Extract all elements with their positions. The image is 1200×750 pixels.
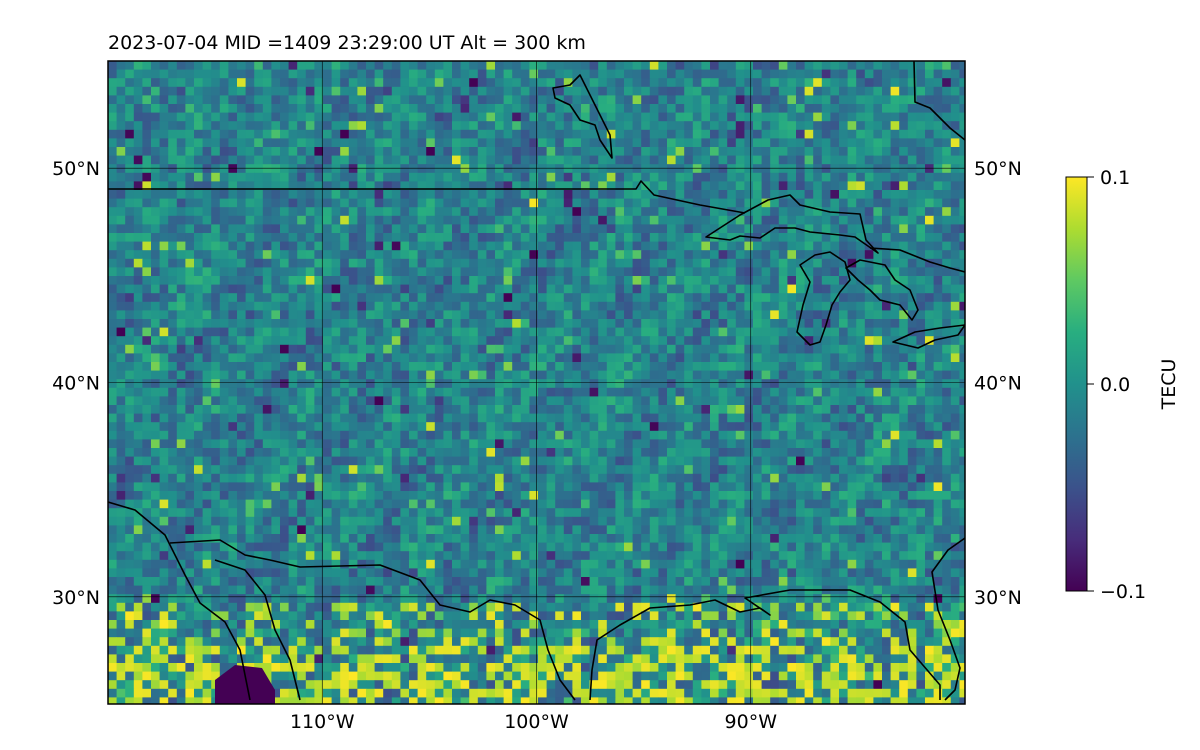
map-title: 2023-07-04 MID =1409 23:29:00 UT Alt = 3… [108, 32, 586, 54]
us-mexico-border [169, 539, 576, 701]
colorbar-ticks: 0.1 0.0 −0.1 [1087, 167, 1146, 603]
pacific-coast [108, 501, 251, 701]
us-canada-border [108, 180, 746, 214]
gridlines [108, 61, 965, 704]
colorbar-tick-label: 0.1 [1100, 167, 1130, 189]
colorbar-label: TECU [1158, 359, 1180, 411]
colorbar-tick-label: −0.1 [1100, 581, 1146, 603]
coastlines [108, 61, 965, 701]
latitude-label-left: 30°N [52, 587, 100, 609]
colorbar: 0.1 0.0 −0.1 TECU [1065, 167, 1180, 603]
lake-erie [892, 324, 965, 349]
latitude-label-left: 40°N [52, 373, 100, 395]
map-frame [107, 60, 966, 705]
lake-huron [845, 259, 919, 321]
longitude-label: 90°W [725, 711, 778, 733]
gulf-of-california [214, 559, 301, 701]
colorbar-gradient [1065, 176, 1088, 592]
longitude-label: 110°W [290, 711, 355, 733]
tec-heatmap [108, 61, 965, 704]
lake-superior [705, 194, 879, 254]
colorbar-tick-label: 0.0 [1100, 374, 1130, 396]
latitude-label-right: 50°N [974, 158, 1022, 180]
latitude-label-right: 40°N [974, 373, 1022, 395]
latitude-labels: 50°N 50°N 40°N 40°N 30°N 30°N [52, 158, 1022, 609]
northern-island-coast [552, 74, 613, 159]
latitude-label-left: 50°N [52, 158, 100, 180]
longitude-label: 100°W [504, 711, 569, 733]
atlantic-coast [931, 537, 965, 701]
lake-michigan [796, 251, 851, 346]
hudson-bay-coast [913, 61, 965, 141]
great-lakes-east-coast [869, 247, 965, 273]
longitude-labels: 110°W 100°W 90°W [290, 711, 777, 733]
gulf-coast [589, 589, 941, 701]
latitude-label-right: 30°N [974, 587, 1022, 609]
